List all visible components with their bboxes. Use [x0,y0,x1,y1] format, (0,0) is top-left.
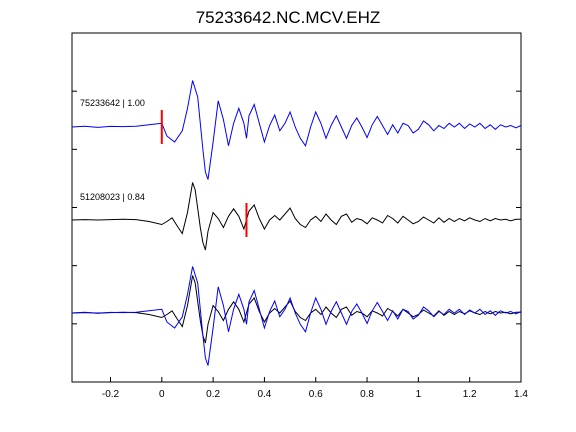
plot-frame [71,32,522,383]
x-axis: -0.2 0 0.2 0.4 0.6 0.8 1 1.2 1.4 [102,377,528,400]
x-tick-label: 0.4 [257,389,271,400]
x-tick-label: 0 [159,389,165,400]
x-tick-label: 1.4 [514,389,528,400]
overlay-match-waveform [71,275,521,344]
x-tick-label: 1 [416,389,422,400]
overlay-reference-waveform [71,266,522,366]
x-tick-label: 0.6 [309,389,323,400]
x-tick-label: 1.2 [463,389,477,400]
x-tick-label: 0.8 [360,389,374,400]
trace-label-match: 51208023 | 0.84 [80,192,145,202]
trace-match-waveform [71,182,521,251]
trace-reference-waveform [71,80,522,180]
x-tick-label: -0.2 [102,389,120,400]
y-axis-ticks [72,90,521,325]
x-tick-label: 0.2 [206,389,220,400]
chart-title: 75233642.NC.MCV.EHZ [196,8,381,27]
trace-label-reference: 75233642 | 1.00 [80,98,145,108]
trace-group [71,80,522,366]
